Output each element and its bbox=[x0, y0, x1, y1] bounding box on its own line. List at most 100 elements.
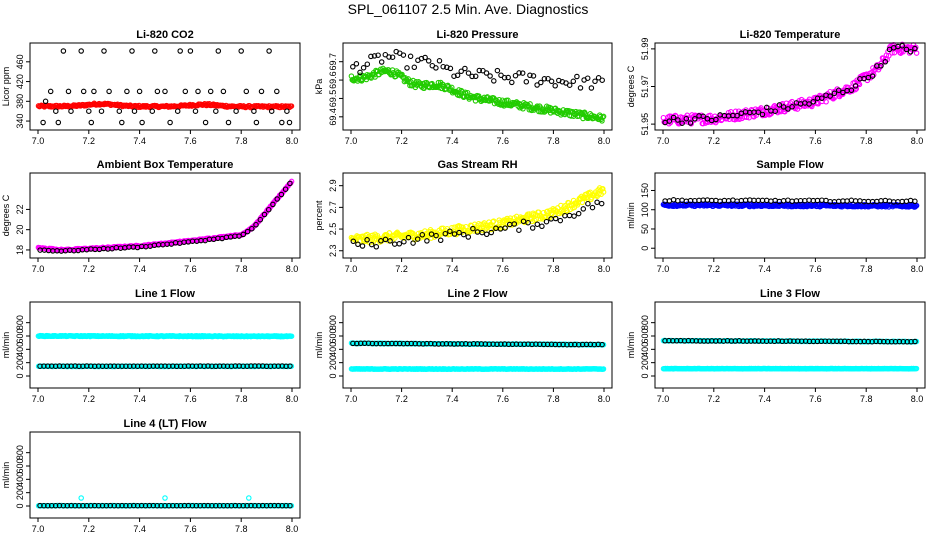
data-point bbox=[780, 198, 787, 204]
data-point bbox=[287, 363, 293, 369]
data-point bbox=[451, 231, 458, 237]
figure-title: SPL_061107 2.5 Min. Ave. Diagnostics bbox=[348, 1, 589, 17]
y-tick-label: 2.5 bbox=[328, 223, 338, 236]
data-point bbox=[433, 65, 439, 71]
data-point bbox=[98, 108, 105, 114]
y-tick-label: 200 bbox=[640, 355, 650, 370]
data-points bbox=[348, 185, 607, 250]
x-tick-label: 7.6 bbox=[184, 264, 197, 274]
y-tick-label: 51.97 bbox=[640, 75, 650, 98]
x-tick-label: 7.6 bbox=[809, 136, 822, 146]
data-point bbox=[360, 65, 367, 71]
data-point bbox=[494, 67, 501, 74]
y-tick-label: 800 bbox=[640, 315, 650, 330]
data-point bbox=[543, 218, 550, 225]
data-point bbox=[364, 237, 370, 243]
y-tick-label: 600 bbox=[640, 328, 650, 343]
y-axis-label: degrees C bbox=[626, 65, 636, 107]
data-point bbox=[124, 88, 130, 95]
data-point bbox=[516, 227, 522, 233]
data-point bbox=[848, 87, 855, 94]
data-point bbox=[483, 70, 490, 76]
data-point bbox=[913, 50, 920, 56]
data-point bbox=[889, 50, 895, 56]
data-point bbox=[364, 61, 371, 67]
data-point bbox=[785, 106, 791, 112]
data-point bbox=[249, 225, 255, 232]
data-point bbox=[419, 232, 426, 238]
data-point bbox=[700, 113, 706, 120]
data-point bbox=[882, 59, 889, 65]
data-point bbox=[410, 230, 416, 237]
x-tick-label: 7.4 bbox=[133, 264, 146, 274]
data-point bbox=[460, 231, 467, 238]
data-point bbox=[465, 70, 472, 76]
data-point bbox=[743, 114, 750, 121]
data-point bbox=[233, 108, 239, 114]
y-axis-label: ml/min bbox=[626, 332, 636, 359]
data-point bbox=[91, 88, 97, 95]
data-point bbox=[287, 502, 293, 509]
y-tick-label: 400 bbox=[328, 342, 338, 357]
data-point bbox=[505, 74, 511, 81]
data-point bbox=[258, 88, 265, 95]
data-point bbox=[53, 108, 59, 114]
x-tick-label: 7.8 bbox=[860, 136, 873, 146]
data-point bbox=[534, 82, 540, 88]
data-point bbox=[823, 99, 829, 105]
data-points bbox=[660, 41, 920, 127]
y-axis-label: ml/min bbox=[1, 332, 11, 359]
y-tick-label: 400 bbox=[15, 342, 25, 357]
data-point bbox=[472, 73, 479, 80]
data-point bbox=[106, 88, 112, 95]
x-tick-label: 8.0 bbox=[911, 136, 924, 146]
panel-line2: Line 2 Flow ml/min 7.0 7.2 7.4 7.6 7.8 8.0 0 2004… bbox=[314, 288, 613, 404]
data-point bbox=[274, 88, 280, 95]
data-point bbox=[840, 89, 846, 96]
panel-title: Line 4 (LT) Flow bbox=[124, 418, 207, 430]
data-point bbox=[458, 68, 464, 75]
data-point bbox=[270, 201, 276, 208]
data-point bbox=[574, 73, 580, 80]
data-point bbox=[600, 189, 607, 195]
data-point bbox=[670, 114, 677, 121]
data-point bbox=[509, 79, 515, 86]
data-point bbox=[539, 223, 545, 230]
data-point bbox=[213, 108, 219, 114]
data-point bbox=[162, 495, 168, 501]
data-point bbox=[207, 88, 214, 95]
panel-line4: Line 4 (LT) Flow ml/min 7.0 7.2 7.4 7.6 7.8 8.0… bbox=[1, 418, 301, 534]
x-tick-label: 7.0 bbox=[345, 264, 358, 274]
data-point bbox=[424, 238, 430, 244]
x-tick-label: 7.6 bbox=[809, 394, 822, 404]
y-tick-label: 69.5 bbox=[328, 90, 338, 108]
plot-frame bbox=[342, 301, 613, 389]
y-tick-label: 0 bbox=[15, 503, 25, 508]
data-point bbox=[167, 119, 173, 126]
data-point bbox=[257, 216, 264, 223]
data-point bbox=[68, 108, 74, 114]
y-tick-label: 400 bbox=[15, 472, 25, 487]
data-points bbox=[660, 337, 920, 372]
data-point bbox=[215, 48, 222, 54]
data-point bbox=[243, 88, 250, 95]
x-tick-label: 7.4 bbox=[758, 394, 771, 404]
x-tick-label: 7.4 bbox=[758, 136, 771, 146]
data-point bbox=[246, 495, 252, 501]
data-point bbox=[454, 72, 461, 79]
data-point bbox=[815, 101, 821, 107]
x-tick-label: 7.4 bbox=[446, 136, 459, 146]
data-point bbox=[238, 48, 244, 54]
x-tick-label: 7.2 bbox=[83, 524, 96, 534]
data-point bbox=[368, 53, 374, 60]
data-point bbox=[447, 341, 454, 347]
data-point bbox=[592, 78, 598, 85]
data-point bbox=[86, 108, 92, 114]
data-point bbox=[411, 64, 418, 71]
data-point bbox=[511, 221, 518, 227]
y-axis-label: percent bbox=[314, 200, 324, 231]
data-point bbox=[886, 52, 892, 59]
y-tick-label: 0 bbox=[640, 373, 650, 378]
x-tick-label: 7.8 bbox=[235, 394, 248, 404]
x-tick-label: 7.0 bbox=[657, 136, 670, 146]
